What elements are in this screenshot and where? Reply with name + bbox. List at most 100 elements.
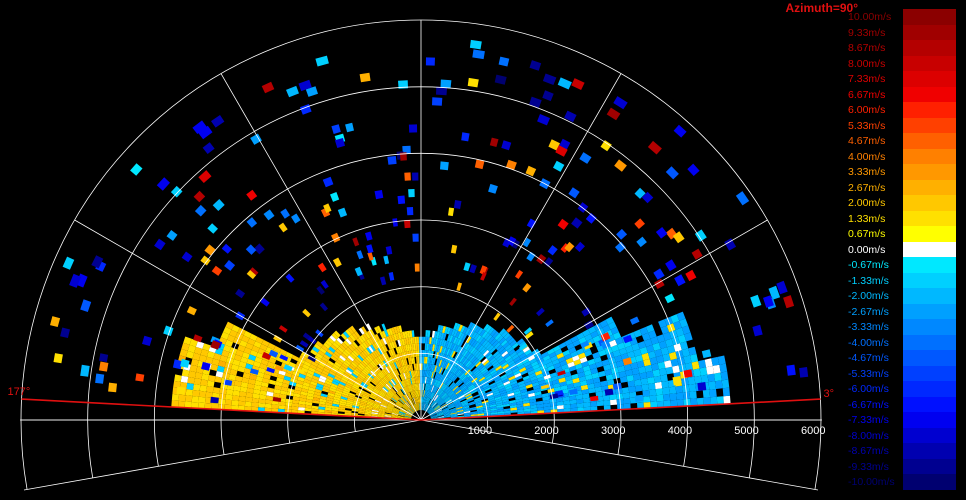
velocity-gate (438, 367, 443, 374)
velocity-gate (449, 350, 454, 357)
velocity-gate (658, 319, 667, 328)
velocity-gate (451, 395, 458, 400)
velocity-gate (402, 405, 408, 410)
velocity-gate (458, 339, 464, 347)
colorbar-label: -8.00m/s (848, 429, 889, 442)
velocity-gate (425, 370, 428, 377)
velocity-gate (245, 244, 257, 255)
velocity-gate (430, 364, 433, 372)
velocity-gate (365, 408, 373, 411)
velocity-gate (721, 379, 730, 389)
velocity-gate (200, 379, 208, 387)
velocity-gate (439, 401, 446, 407)
velocity-gate (474, 370, 481, 376)
velocity-gate (395, 403, 402, 408)
velocity-gate (658, 340, 668, 349)
velocity-gate (312, 400, 320, 404)
colorbar-swatch (903, 443, 956, 459)
velocity-gate (339, 402, 346, 406)
velocity-gate (409, 371, 412, 378)
velocity-gate (465, 380, 472, 386)
velocity-gate (391, 414, 399, 417)
velocity-gate (700, 374, 709, 383)
velocity-gate (595, 391, 603, 397)
velocity-gate (326, 397, 334, 402)
velocity-gate (218, 360, 226, 368)
colorbar-row: 5.33m/s (846, 117, 966, 134)
velocity-gate (462, 342, 468, 349)
velocity-gate (403, 404, 409, 410)
velocity-gate (262, 377, 270, 384)
velocity-gate (449, 392, 456, 398)
velocity-gate (409, 330, 413, 338)
velocity-gate (402, 395, 408, 402)
velocity-gate (336, 387, 344, 393)
velocity-gate (430, 400, 435, 407)
velocity-gate (229, 329, 238, 338)
velocity-gate (342, 331, 350, 339)
colorbar-row: -5.33m/s (846, 365, 966, 382)
velocity-gate (232, 390, 240, 397)
velocity-gate (697, 382, 707, 391)
velocity-gate (249, 374, 257, 381)
velocity-gate (478, 376, 486, 382)
velocity-gate (235, 288, 246, 299)
velocity-gate (298, 407, 305, 411)
velocity-gate (503, 353, 510, 360)
velocity-gate (411, 357, 414, 364)
velocity-gate (345, 357, 353, 364)
velocity-gate (456, 370, 463, 377)
velocity-gate (372, 407, 380, 410)
velocity-gate (333, 396, 341, 401)
velocity-gate (592, 377, 601, 384)
velocity-gate (506, 324, 515, 333)
velocity-gate (383, 344, 388, 352)
velocity-gate (470, 388, 477, 393)
velocity-gate (543, 257, 554, 267)
velocity-gate (455, 345, 461, 353)
velocity-gate (462, 389, 470, 394)
velocity-gate (416, 397, 418, 404)
velocity-gate (457, 413, 464, 416)
velocity-gate (552, 345, 561, 352)
velocity-gate (344, 384, 352, 389)
velocity-gate (432, 378, 436, 386)
velocity-gate (330, 355, 338, 362)
velocity-gate (408, 392, 412, 399)
velocity-gate (406, 410, 413, 415)
velocity-gate (464, 351, 470, 358)
velocity-gate (481, 331, 488, 338)
velocity-gate (349, 363, 357, 370)
velocity-gate (496, 407, 504, 410)
velocity-gate (691, 361, 700, 370)
velocity-gate (482, 383, 490, 389)
velocity-gate (418, 376, 420, 384)
velocity-gate (609, 394, 617, 401)
velocity-gate (424, 390, 427, 398)
velocity-gate (206, 386, 214, 393)
velocity-gate (326, 349, 334, 356)
velocity-gate (385, 408, 393, 412)
velocity-gate (451, 350, 456, 358)
velocity-gate (446, 370, 451, 378)
velocity-gate (415, 343, 418, 351)
velocity-gate (479, 338, 486, 345)
velocity-gate (484, 361, 491, 368)
velocity-gate (571, 354, 580, 362)
velocity-gate (574, 241, 585, 252)
velocity-gate (408, 400, 413, 406)
velocity-gate (365, 356, 372, 363)
velocity-gate (405, 402, 411, 408)
velocity-gate (411, 391, 415, 398)
velocity-gate (241, 335, 250, 343)
velocity-gate (401, 407, 407, 412)
velocity-gate (427, 407, 433, 413)
velocity-gate (414, 263, 420, 272)
velocity-gate (398, 412, 406, 416)
velocity-gate (385, 366, 391, 374)
velocity-gate (442, 408, 449, 412)
velocity-gate (493, 392, 501, 397)
velocity-gate (312, 375, 320, 381)
velocity-gate (362, 359, 369, 366)
velocity-gate (533, 367, 542, 373)
